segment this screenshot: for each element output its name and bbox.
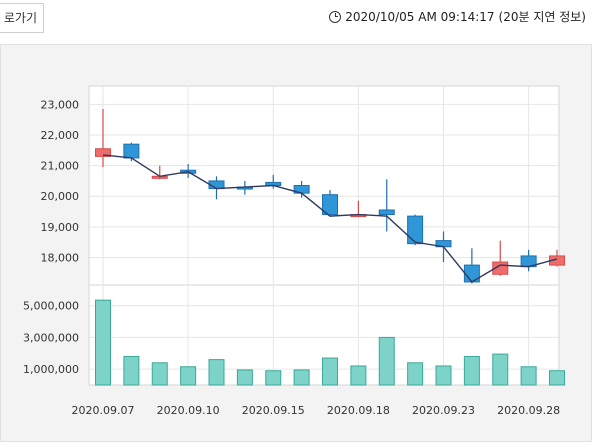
volume-y-tick-label: 1,000,000 bbox=[23, 363, 79, 376]
candle-body bbox=[123, 143, 140, 159]
volume-bar bbox=[322, 357, 338, 386]
candle bbox=[322, 190, 338, 217]
price-y-tick-label: 19,000 bbox=[41, 221, 80, 234]
volume-bar bbox=[492, 353, 509, 386]
candle bbox=[407, 214, 424, 246]
timestamp-bar: 2020/10/05 AM 09:14:17 (20분 지연 정보) bbox=[329, 8, 586, 25]
volume-bar bbox=[520, 366, 537, 386]
candle bbox=[95, 108, 111, 168]
price-y-tick-label: 21,000 bbox=[41, 160, 80, 173]
candle bbox=[378, 179, 395, 232]
price-y-tick-label: 23,000 bbox=[41, 98, 80, 111]
x-tick-label: 2020.09.28 bbox=[497, 404, 560, 417]
stock-chart: 23,000 22,000 21,000 20,000 19,000 18,000 5,0… bbox=[23, 85, 565, 417]
volume-bar bbox=[435, 365, 452, 386]
candle-body bbox=[407, 215, 424, 245]
x-tick-label: 2020.09.18 bbox=[327, 404, 390, 417]
candle-body bbox=[95, 148, 111, 157]
clock-icon bbox=[329, 10, 342, 23]
volume-bar bbox=[265, 370, 282, 386]
volume-bar bbox=[123, 355, 140, 386]
x-tick-label: 2020.09.23 bbox=[412, 404, 475, 417]
volume-y-tick-label: 3,000,000 bbox=[23, 331, 79, 344]
volume-bar bbox=[151, 362, 168, 386]
volume-bar bbox=[236, 369, 253, 386]
price-y-tick-label: 20,000 bbox=[41, 190, 80, 203]
volume-bar bbox=[95, 299, 111, 386]
delay-note: (20분 지연 정보) bbox=[498, 10, 586, 24]
x-tick-label: 2020.09.10 bbox=[157, 404, 220, 417]
volume-bar bbox=[378, 336, 395, 386]
price-y-tick-label: 18,000 bbox=[41, 251, 80, 264]
volume-y-tick-label: 5,000,000 bbox=[23, 300, 79, 313]
volume-bar bbox=[180, 366, 197, 386]
candle-body bbox=[322, 194, 338, 216]
close-price-line bbox=[102, 154, 558, 283]
back-button[interactable]: 로가기 bbox=[0, 3, 44, 33]
x-tick-label: 2020.09.07 bbox=[72, 404, 135, 417]
x-tick-label: 2020.09.15 bbox=[242, 404, 305, 417]
volume-bar bbox=[208, 359, 225, 386]
volume-bar bbox=[293, 369, 310, 386]
timestamp-text: 2020/10/05 AM 09:14:17 bbox=[345, 9, 495, 24]
volume-bar bbox=[407, 362, 424, 386]
price-y-tick-label: 22,000 bbox=[41, 129, 80, 142]
volume-bar bbox=[350, 365, 367, 386]
candle-body bbox=[378, 209, 395, 216]
volume-bar bbox=[463, 355, 480, 386]
chart-panel: 23,000 22,000 21,000 20,000 19,000 18,000 5,0… bbox=[0, 44, 592, 442]
volume-bar bbox=[549, 370, 565, 386]
